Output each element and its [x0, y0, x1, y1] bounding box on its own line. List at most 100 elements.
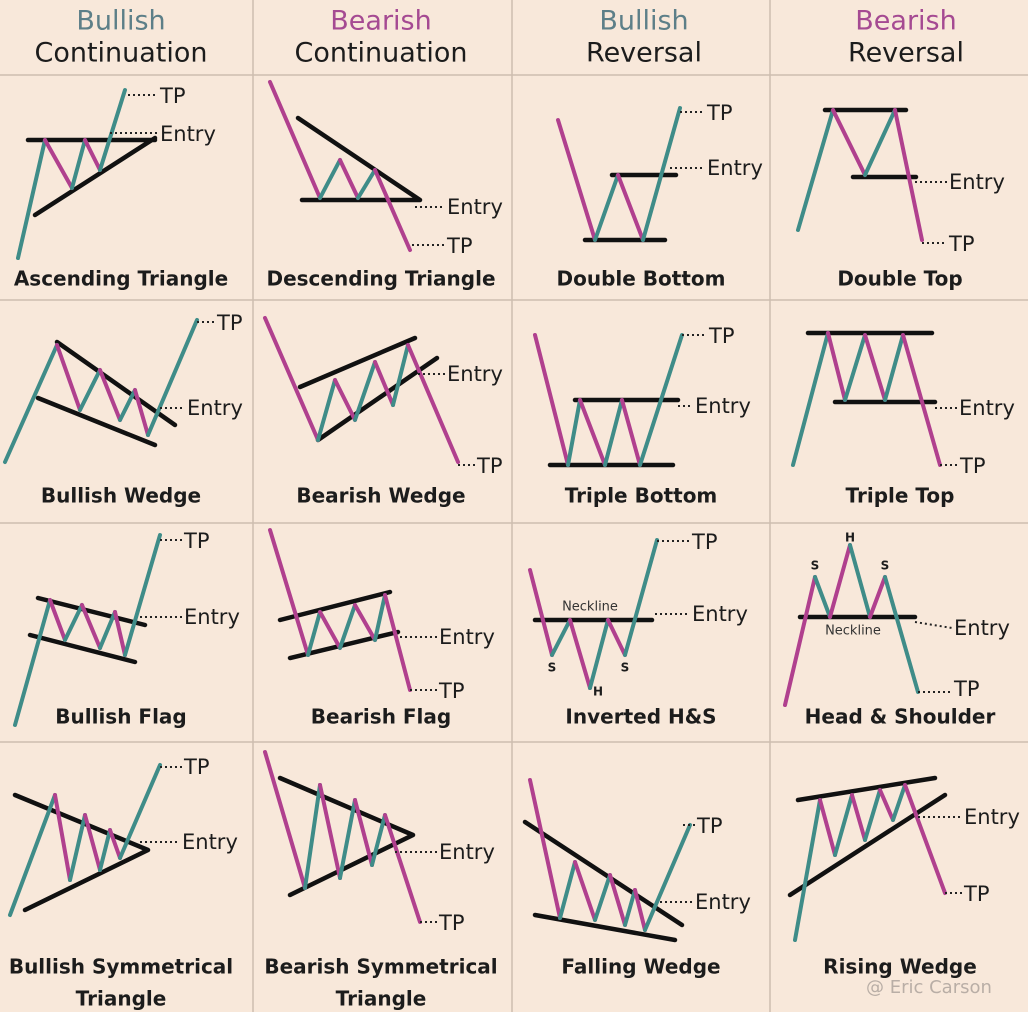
pattern-name: Triple Top — [846, 484, 955, 508]
bullish-leg — [833, 793, 854, 857]
bearish-leg — [528, 778, 562, 920]
pattern-cell: TP Entry Ascending Triangle — [14, 84, 228, 291]
level-label: Entry — [695, 890, 751, 914]
bullish-leg — [13, 598, 52, 727]
level-label: Entry — [447, 362, 503, 386]
pattern-name: Bearish Wedge — [296, 484, 465, 508]
bearish-leg — [893, 108, 924, 242]
bearish-leg — [338, 158, 360, 200]
bullish-leg — [303, 783, 322, 890]
bearish-leg — [133, 388, 150, 437]
bullish-leg — [78, 368, 102, 412]
pattern-cell: Entry TP Falling Wedge — [522, 778, 751, 979]
bearish-leg — [113, 610, 127, 657]
bearish-leg — [263, 316, 320, 442]
bearish-leg — [80, 603, 102, 650]
swing-marker: S — [548, 661, 557, 675]
level-label: TP — [438, 679, 465, 703]
bearish-leg — [568, 618, 592, 690]
level-label: Entry — [187, 396, 243, 420]
pattern-name: Triangle — [336, 987, 427, 1011]
bearish-leg — [878, 788, 895, 822]
bullish-leg — [813, 575, 832, 619]
pattern-name: Double Bottom — [557, 267, 726, 291]
dotted-guide — [670, 111, 705, 169]
bullish-leg — [318, 158, 342, 200]
level-label: Entry — [184, 605, 240, 629]
bearish-leg — [633, 888, 647, 932]
level-label: Entry — [949, 170, 1005, 194]
bullish-leg — [883, 333, 905, 402]
level-label: TP — [183, 755, 210, 779]
level-label: TP — [691, 530, 718, 554]
bearish-leg — [53, 793, 72, 882]
bearish-leg — [43, 138, 74, 190]
bearish-leg — [616, 173, 645, 242]
swing-marker: S — [811, 559, 820, 573]
bullish-leg — [118, 388, 137, 422]
bullish-leg — [373, 593, 387, 642]
bearish-leg — [818, 798, 837, 857]
trend-line — [787, 775, 948, 898]
level-label: TP — [183, 529, 210, 553]
bearish-leg — [268, 80, 322, 200]
bullish-leg — [3, 343, 59, 464]
trend-line — [35, 339, 178, 448]
bearish-leg — [83, 138, 102, 172]
bullish-leg — [8, 793, 57, 917]
dotted-guide — [935, 407, 958, 466]
pattern-cell: Entry TP Rising Wedge — [787, 775, 1020, 979]
bearish-leg — [826, 331, 847, 402]
level-label: TP — [159, 84, 186, 108]
column-header: Bearish — [330, 6, 431, 37]
bullish-leg — [550, 618, 572, 657]
pattern-cell: Entry TP Triple Bottom — [533, 324, 751, 508]
level-label: TP — [696, 814, 723, 838]
bullish-leg — [843, 333, 867, 402]
bearish-leg — [333, 378, 357, 422]
bearish-leg — [903, 783, 947, 895]
bullish-leg — [353, 360, 377, 422]
level-label: TP — [446, 234, 473, 258]
bullish-leg — [641, 106, 682, 242]
bullish-leg — [848, 543, 872, 619]
bearish-leg — [533, 333, 570, 467]
bullish-leg — [338, 603, 357, 650]
bearish-leg — [373, 360, 395, 407]
bullish-leg — [796, 108, 835, 232]
dotted-guide — [678, 334, 707, 407]
column-header: Reversal — [586, 38, 702, 69]
bullish-leg — [370, 813, 387, 867]
trend-line — [25, 135, 158, 218]
level-label: Entry — [447, 195, 503, 219]
pattern-cell: Entry TP Triple Top — [791, 330, 1015, 508]
dotted-guide — [395, 851, 437, 923]
bullish-leg — [16, 138, 47, 260]
neckline-label: Neckline — [562, 600, 618, 615]
bullish-leg — [863, 108, 897, 177]
trend-line — [277, 775, 416, 898]
dotted-guide — [655, 540, 690, 615]
bullish-leg — [588, 618, 610, 690]
bullish-leg — [593, 173, 620, 242]
trend-line — [297, 335, 440, 443]
pattern-name: Bullish Flag — [55, 705, 186, 729]
level-label: Entry — [964, 805, 1020, 829]
dotted-guide — [160, 321, 215, 409]
bearish-leg — [98, 368, 122, 422]
pattern-cell: Entry TP Bearish Wedge — [263, 316, 503, 508]
bearish-leg — [783, 575, 817, 707]
bearish-leg — [108, 828, 122, 860]
dotted-guide — [918, 816, 962, 894]
bearish-leg — [318, 783, 342, 880]
bullish-leg — [306, 610, 322, 657]
pattern-name: Double Top — [837, 267, 962, 291]
pattern-name: Ascending Triangle — [14, 267, 228, 291]
bullish-leg — [118, 763, 162, 860]
bullish-leg — [623, 888, 637, 927]
bullish-leg — [643, 823, 692, 932]
pattern-name: Descending Triangle — [266, 267, 495, 291]
bearish-leg — [620, 398, 642, 467]
level-label: Entry — [182, 830, 238, 854]
